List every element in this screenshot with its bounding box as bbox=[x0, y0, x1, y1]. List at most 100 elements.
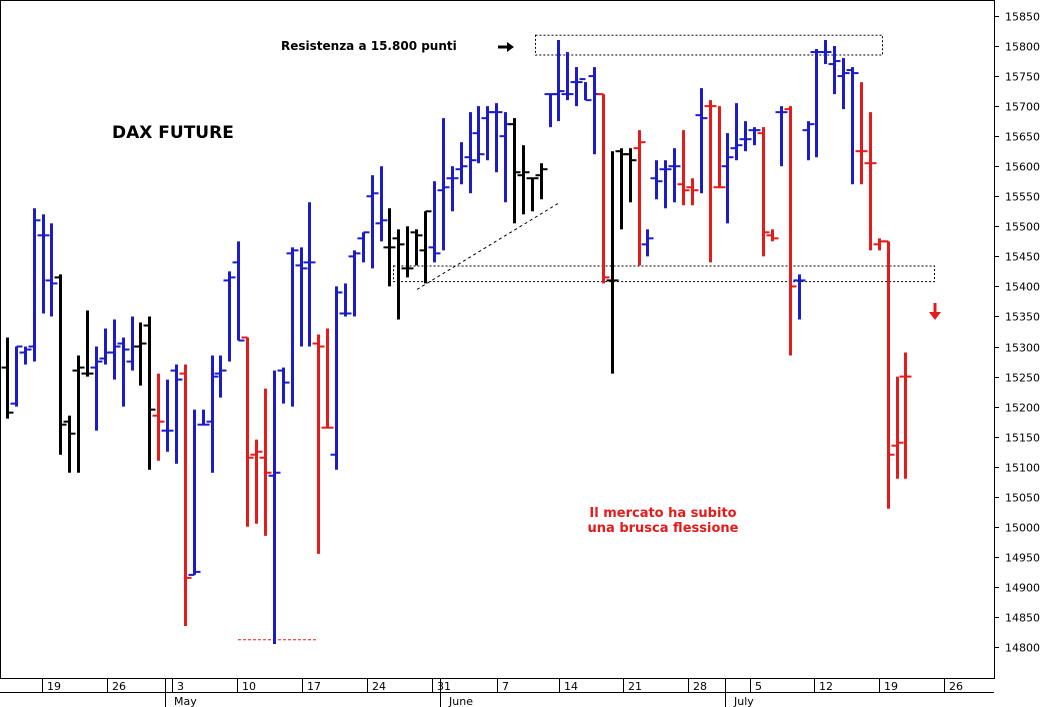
ohlc-bar bbox=[597, 93, 610, 284]
ohlc-bar bbox=[517, 145, 530, 215]
y-tick-label: 15300 bbox=[1005, 342, 1040, 355]
y-tick-label: 15500 bbox=[1005, 221, 1040, 234]
ohlc-bar bbox=[206, 355, 219, 473]
y-tick-label: 14900 bbox=[1005, 582, 1040, 595]
ohlc-bar bbox=[383, 208, 396, 287]
y-tick-label: 15100 bbox=[1005, 462, 1040, 475]
x-tick-label: 26 bbox=[112, 680, 126, 693]
ohlc-bar bbox=[552, 40, 565, 122]
x-tick-label: 21 bbox=[628, 680, 642, 693]
ohlc-bar bbox=[713, 106, 726, 189]
ohlc-bar bbox=[1, 337, 14, 419]
x-tick-label: 17 bbox=[307, 680, 321, 693]
ohlc-bar bbox=[793, 274, 806, 320]
ohlc-bar bbox=[757, 127, 770, 257]
y-tick-label: 15700 bbox=[1005, 101, 1040, 114]
y-tick-label: 15350 bbox=[1005, 311, 1040, 324]
ohlc-bar bbox=[846, 67, 859, 185]
ohlc-bar bbox=[63, 415, 76, 473]
ohlc-bar bbox=[54, 274, 67, 455]
y-tick-label: 15000 bbox=[1005, 522, 1040, 535]
ohlc-bar bbox=[339, 283, 352, 317]
right-arrow-icon bbox=[498, 42, 514, 52]
x-tick-label: 7 bbox=[502, 680, 509, 693]
y-tick-label: 15550 bbox=[1005, 191, 1040, 204]
x-tick-label: 28 bbox=[693, 680, 707, 693]
ohlc-bar bbox=[197, 409, 210, 426]
ohlc-bar bbox=[624, 148, 637, 203]
ohlc-bar bbox=[784, 106, 797, 356]
ohlc-bar bbox=[170, 364, 183, 464]
ohlc-bar bbox=[410, 229, 423, 266]
overlay-layer bbox=[238, 34, 935, 641]
ohlc-bar bbox=[117, 337, 130, 407]
y-tick-label: 15150 bbox=[1005, 432, 1040, 445]
text-layer: DAX FUTURE Resistenza a 15.800 punti Il … bbox=[112, 39, 739, 536]
ohlc-bar bbox=[90, 346, 103, 431]
x-tick-label: 10 bbox=[242, 680, 256, 693]
ohlc-bar bbox=[490, 103, 503, 173]
ohlc-bar bbox=[295, 247, 308, 347]
month-label: June bbox=[448, 695, 473, 707]
ohlc-bar bbox=[686, 178, 699, 206]
ohlc-bar bbox=[837, 58, 850, 110]
ohlc-bar bbox=[446, 166, 459, 212]
ohlc-bar bbox=[650, 160, 663, 200]
ohlc-bar bbox=[179, 364, 192, 626]
ohlc-bar bbox=[161, 379, 174, 452]
ohlc-bar bbox=[695, 88, 708, 194]
ohlc-bar bbox=[250, 439, 263, 524]
ohlc-bar bbox=[428, 181, 441, 263]
x-tick-label: 26 bbox=[949, 680, 963, 693]
ohlc-bar bbox=[668, 148, 681, 203]
ohlc-bar bbox=[375, 166, 388, 242]
ohlc-bar bbox=[775, 106, 788, 167]
ohlc-bar bbox=[268, 370, 281, 644]
x-tick-label: 12 bbox=[819, 680, 833, 693]
ohlc-bar bbox=[81, 310, 94, 377]
y-tick-label: 15600 bbox=[1005, 161, 1040, 174]
ohlc-bar bbox=[819, 40, 832, 65]
x-tick-label: 19 bbox=[884, 680, 898, 693]
ohlc-bar bbox=[232, 241, 245, 342]
x-tick-label: 24 bbox=[372, 680, 386, 693]
ohlc-bar bbox=[72, 355, 85, 473]
ohlc-bar bbox=[143, 316, 156, 470]
resistance-annotation: Resistenza a 15.800 punti bbox=[281, 39, 457, 53]
support-zone bbox=[393, 265, 935, 283]
ohlc-bar bbox=[437, 118, 450, 251]
x-tick-label: 14 bbox=[564, 680, 578, 693]
down-arrow-icon bbox=[929, 303, 941, 320]
ohlc-bar bbox=[677, 130, 690, 206]
x-tick-label: 3 bbox=[177, 680, 184, 693]
ohlc-bar bbox=[357, 231, 370, 263]
y-tick-label: 15200 bbox=[1005, 402, 1040, 415]
ohlc-bar bbox=[828, 46, 841, 95]
x-tick-label: 5 bbox=[755, 680, 762, 693]
ohlc-bar bbox=[561, 52, 574, 101]
ohlc-bar bbox=[37, 214, 50, 314]
ohlc-bar bbox=[134, 322, 147, 386]
y-tick-label: 15400 bbox=[1005, 281, 1040, 294]
ohlc-bar bbox=[455, 142, 468, 185]
ohlc-bar bbox=[570, 67, 583, 107]
ohlc-bar bbox=[303, 202, 316, 347]
ohlc-bar bbox=[45, 223, 58, 317]
ohlc-bar bbox=[277, 367, 290, 404]
y-tick-label: 15250 bbox=[1005, 372, 1040, 385]
ohlc-bar bbox=[214, 355, 227, 398]
comment-line-2: una brusca flessione bbox=[588, 521, 739, 536]
y-tick-label: 15800 bbox=[1005, 41, 1040, 54]
ohlc-bar bbox=[891, 376, 904, 479]
ohlc-bar bbox=[312, 334, 325, 554]
ohlc-bar bbox=[748, 127, 761, 146]
ohlc-bar bbox=[19, 346, 32, 365]
y-tick-label: 15850 bbox=[1005, 11, 1040, 24]
uptrend-line bbox=[416, 201, 561, 290]
ohlc-bar bbox=[633, 130, 646, 266]
y-tick-label: 14850 bbox=[1005, 612, 1040, 625]
y-tick-label: 14800 bbox=[1005, 642, 1040, 655]
